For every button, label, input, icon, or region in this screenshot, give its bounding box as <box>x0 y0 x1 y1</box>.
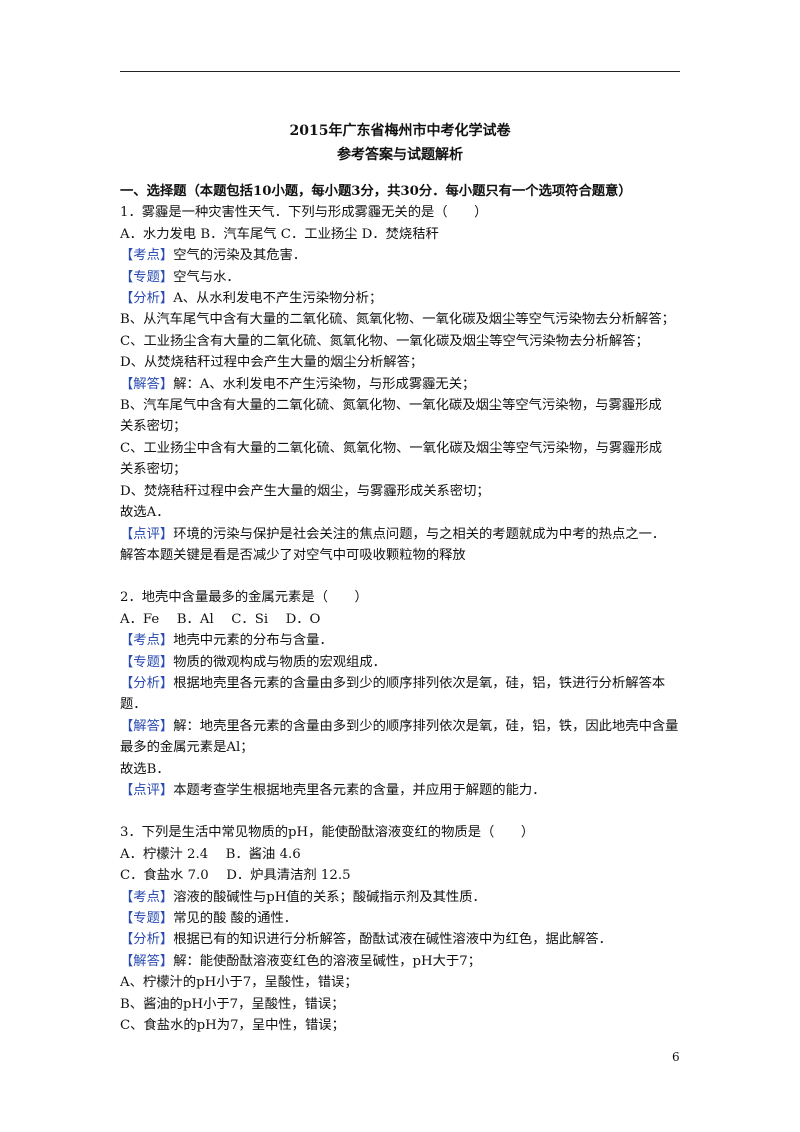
text-line: 题． <box>120 697 147 713</box>
text-line: A．柠檬汁 2.4 B．酱油 4.6 <box>120 846 301 862</box>
text-line: A．水力发电 B．汽车尾气 C．工业扬尘 D．焚烧秸秆 <box>120 226 439 242</box>
text-line: 【分析】A、从水利发电不产生污染物分析； <box>120 288 690 309</box>
line-text: 解：能使酚酞溶液变红色的溶液呈碱性，pH大于7； <box>173 953 481 969</box>
text-line: 最多的金属元素是Al； <box>120 740 254 756</box>
text-line: 【点评】环境的污染与保护是社会关注的焦点问题，与之相关的考题就成为中考的热点之一… <box>120 524 690 545</box>
text-line: 【分析】根据已有的知识进行分析解答，酚酞试液在碱性溶液中为红色，据此解答． <box>120 929 690 950</box>
line-text: 物质的微观构成与物质的宏观组成． <box>173 654 386 670</box>
text-line: B、汽车尾气中含有大量的二氧化硫、氮氧化物、一氧化碳及烟尘等空气污染物，与雾霾形… <box>120 398 662 414</box>
line-text: 根据已有的知识进行分析解答，酚酞试液在碱性溶液中为红色，据此解答． <box>173 932 612 948</box>
text-line: 关系密切； <box>120 419 187 435</box>
line-text: 常见的酸 酸的通性． <box>173 911 298 926</box>
line-text: 空气的污染及其危害． <box>173 248 307 264</box>
label-tag: 【解答】 <box>120 376 174 392</box>
text-line: A．Fe B．Al C．Si D．O <box>120 611 321 627</box>
text-line: 故选A． <box>120 505 170 521</box>
text-line: 1．雾霾是一种灾害性天气．下列与形成雾霾无关的是（ ） <box>120 205 488 221</box>
question: 3．下列是生活中常见物质的pH，能使酚酞溶液变红的物质是（ ） A．柠檬汁 2.4… <box>120 822 690 1036</box>
label-tag: 【考点】 <box>120 889 174 905</box>
label-tag: 【解答】 <box>120 953 174 969</box>
text-line: 【专题】常见的酸 酸的通性． <box>120 908 690 929</box>
line-text: 空气与水． <box>173 269 240 285</box>
text-line: B、从汽车尾气中含有大量的二氧化硫、氮氧化物、一氧化碳及烟尘等空气污染物去分析解… <box>120 312 675 328</box>
text-line: D、从焚烧秸秆过程中会产生大量的烟尘分析解答； <box>120 355 424 371</box>
label-tag: 【分析】 <box>120 291 174 307</box>
text-line: 【专题】空气与水． <box>120 267 690 288</box>
text-line: 【专题】物质的微观构成与物质的宏观组成． <box>120 652 690 673</box>
line-text: 解：地壳里各元素的含量由多到少的顺序排列依次是氧，硅，铝，铁，因此地壳中含量 <box>173 718 679 734</box>
label-tag: 【专题】 <box>120 654 174 670</box>
subtitle: 参考答案与试题解析 <box>337 147 463 163</box>
label-tag: 【解答】 <box>120 718 174 734</box>
text-line: 故选B． <box>120 761 170 777</box>
text-line: 3．下列是生活中常见物质的pH，能使酚酞溶液变红的物质是（ ） <box>120 825 535 841</box>
text-line: C、工业扬尘中含有大量的二氧化硫、氮氧化物、一氧化碳及烟尘等空气污染物，与雾霾形… <box>120 440 663 456</box>
line-text: 溶液的酸碱性与pH值的关系；酸碱指示剂及其性质． <box>173 889 486 905</box>
text-line: D、焚烧秸秆过程中会产生大量的烟尘，与雾霾形成关系密切； <box>120 483 490 499</box>
content: 一、选择题（本题包括10小题，每小题3分，共30分．每小题只有一个选项符合题意）… <box>120 181 690 1057</box>
text-line: 【考点】地壳中元素的分布与含量． <box>120 630 690 651</box>
text-line: 【解答】解：地壳里各元素的含量由多到少的顺序排列依次是氧，硅，铝，铁，因此地壳中… <box>120 716 690 737</box>
line-text: 解：A、水利发电不产生污染物，与形成雾霾无关； <box>173 376 476 392</box>
label-tag: 【分析】 <box>120 932 174 948</box>
text-line: 【考点】溶液的酸碱性与pH值的关系；酸碱指示剂及其性质． <box>120 887 690 908</box>
label-tag: 【点评】 <box>120 526 174 542</box>
label-tag: 【点评】 <box>120 782 174 798</box>
text-line: 【点评】本题考查学生根据地壳里各元素的含量，并应用于解题的能力． <box>120 780 690 801</box>
text-line: B、酱油的pH小于7，呈酸性，错误； <box>120 996 345 1012</box>
text-line: 【解答】解：A、水利发电不产生污染物，与形成雾霾无关； <box>120 374 690 395</box>
top-rule <box>120 71 680 72</box>
line-text: 本题考查学生根据地壳里各元素的含量，并应用于解题的能力． <box>173 782 546 798</box>
text-line: 【考点】空气的污染及其危害． <box>120 245 690 266</box>
line-text: A、从水利发电不产生污染物分析； <box>173 291 383 307</box>
label-tag: 【专题】 <box>120 269 174 285</box>
question: 2．地壳中含量最多的金属元素是（ ） A．Fe B．Al C．Si D．O 【考点】… <box>120 587 690 801</box>
title: 2015年广东省梅州市中考化学试卷 <box>289 123 511 139</box>
text-line: 关系密切； <box>120 462 187 478</box>
text-line: 解答本题关键是看是否减少了对空气中可吸收颗粒物的释放 <box>120 547 466 563</box>
label-tag: 【分析】 <box>120 675 174 691</box>
text-line: C、食盐水的pH为7，呈中性，错误； <box>120 1018 345 1034</box>
line-text: 环境的污染与保护是社会关注的焦点问题，与之相关的考题就成为中考的热点之一． <box>173 526 666 542</box>
section-heading: 一、选择题（本题包括10小题，每小题3分，共30分．每小题只有一个选项符合题意） <box>120 184 632 199</box>
text-line: 【解答】解：能使酚酞溶液变红色的溶液呈碱性，pH大于7； <box>120 951 690 972</box>
label-tag: 【考点】 <box>120 248 174 264</box>
label-tag: 【专题】 <box>120 911 174 926</box>
text-line: 2．地壳中含量最多的金属元素是（ ） <box>120 590 368 606</box>
line-text: 地壳中元素的分布与含量． <box>173 633 333 649</box>
text-line: C．食盐水 7.0 D．炉具清洁剂 12.5 <box>120 868 351 884</box>
page-number: 6 <box>672 1050 680 1064</box>
question: 1．雾霾是一种灾害性天气．下列与形成雾霾无关的是（ ） A．水力发电 B．汽车尾气… <box>120 202 690 566</box>
text-line: A、柠檬汁的pH小于7，呈酸性，错误； <box>120 975 358 991</box>
label-tag: 【考点】 <box>120 633 174 649</box>
line-text: 根据地壳里各元素的含量由多到少的顺序排列依次是氧，硅，铝，铁进行分析解答本 <box>173 675 666 691</box>
text-line: C、工业扬尘含有大量的二氧化硫、氮氧化物、一氧化碳及烟尘等空气污染物去分析解答； <box>120 333 649 349</box>
text-line: 【分析】根据地壳里各元素的含量由多到少的顺序排列依次是氧，硅，铝，铁进行分析解答… <box>120 673 690 694</box>
